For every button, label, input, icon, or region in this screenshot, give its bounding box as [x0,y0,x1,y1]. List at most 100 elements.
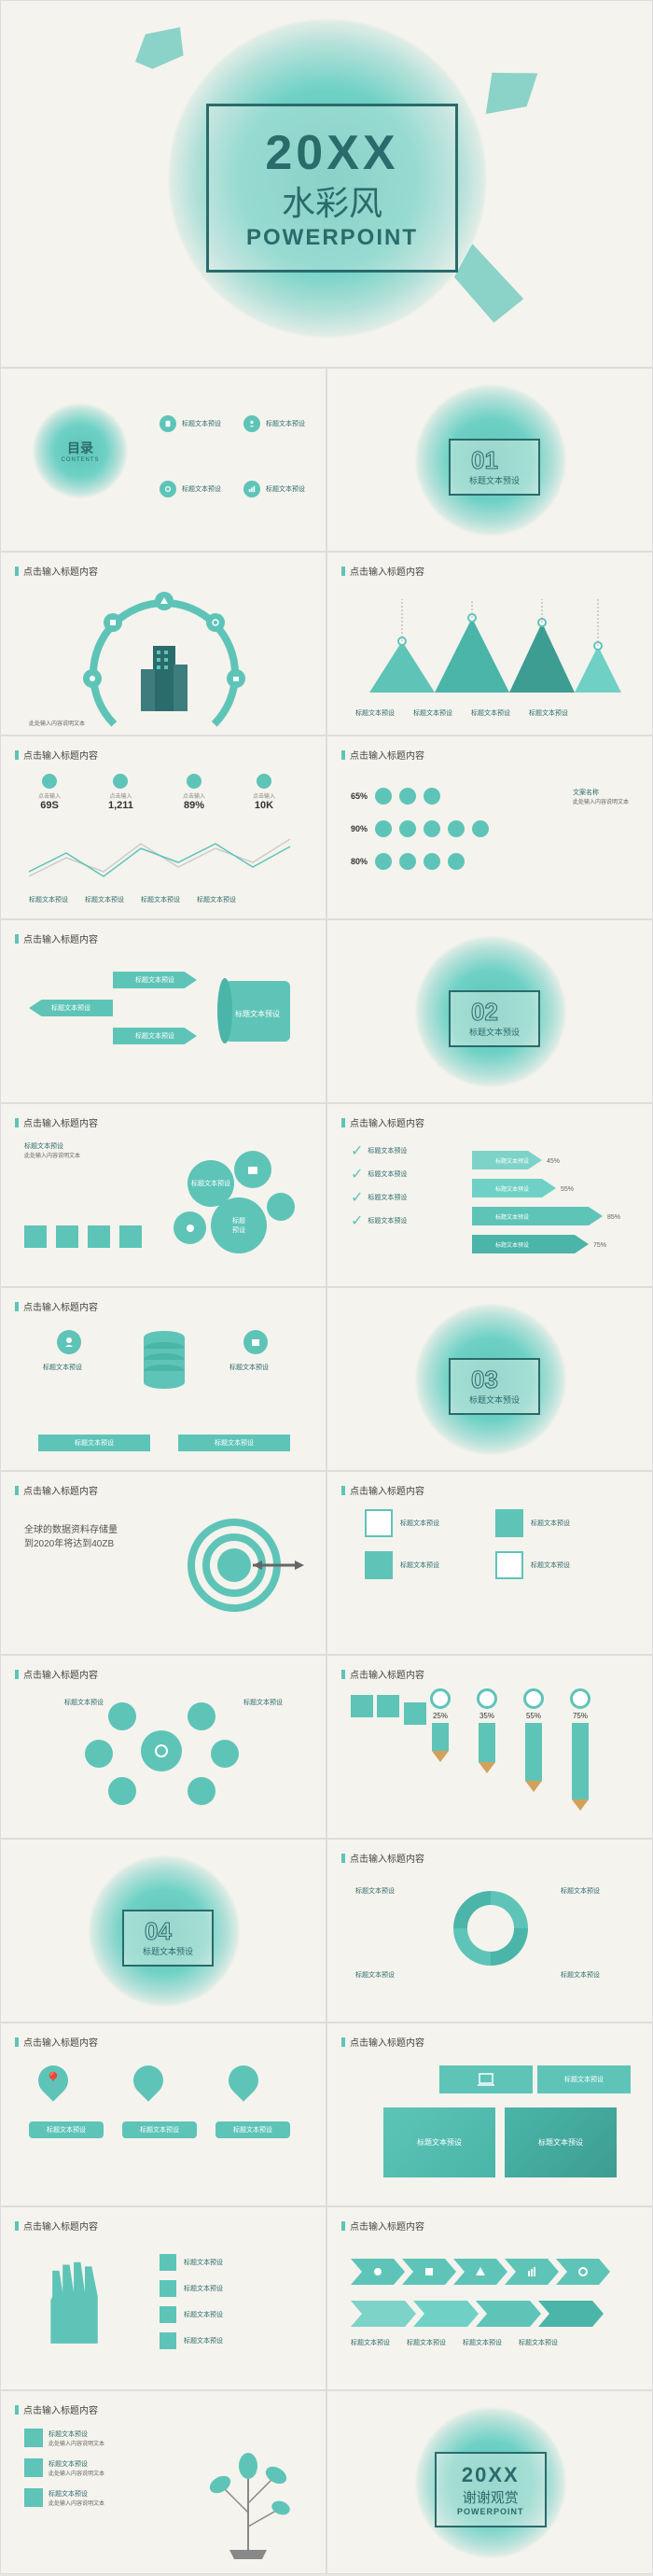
stat-value: 10K [253,800,275,811]
database-icon [141,1330,188,1391]
icon-box [88,1225,110,1248]
closing-year: 20XX [457,2463,524,2487]
pencil-cap-icon [477,1688,497,1709]
svg-text:55%: 55% [561,1186,574,1193]
progress-pct: 65% [351,791,368,801]
spiral-label: 标题文本预设 [355,1886,395,1896]
hex-node [108,1777,136,1805]
plant-item-icon [24,2488,43,2507]
svg-text:标题文本预设: 标题文本预设 [235,1009,280,1018]
progress-bubble-icon [448,820,465,837]
chevron-step [476,2301,541,2327]
pin-icon [222,2059,264,2101]
plant-slide: 点击输入标题内容 标题文本预设此处输入内容说明文本 标题文本预设此处输入内容说明… [0,2390,326,2574]
svg-text:45%: 45% [547,1158,560,1165]
toc-label: 标题文本预设 [182,484,221,494]
slide-header: 点击输入标题内容 [15,1483,98,1497]
side-icon [351,1695,373,1717]
plant-desc: 此处输入内容说明文本 [49,2439,104,2447]
icon-box [24,1225,47,1248]
plant-item-icon [24,2429,43,2447]
horiz-bars-slide: 点击输入标题内容 ✓标题文本预设 ✓标题文本预设 ✓标题文本预设 ✓标题文本预设… [326,1103,653,1287]
grid-label: 标题文本预设 [531,1519,570,1528]
svg-text:75%: 75% [593,1242,606,1249]
scroll-icon: 标题文本预设 [215,972,299,1051]
icon-box [119,1225,142,1248]
chevron-step [538,2301,604,2327]
bottom-label: 标题文本预设 [85,895,124,904]
progress-bubble-icon [424,820,440,837]
toc-label: 标题文本预设 [182,419,221,428]
side-icon [404,1702,426,1725]
slide-header: 点击输入标题内容 [341,1667,424,1681]
progress-bubble-icon [375,853,392,870]
progress-pct: 90% [351,824,368,833]
section-number: 01 [469,448,520,472]
section-number: 03 [469,1367,520,1392]
slide-header: 点击输入标题内容 [15,931,98,945]
slide-header: 点击输入标题内容 [341,564,424,578]
stat-value: 69S [38,800,61,811]
stat-label: 点击输入 [38,791,61,800]
box-label: 标题文本预设 [537,2065,631,2093]
toc-label: 标题文本预设 [266,419,305,428]
db-slide: 点击输入标题内容 标题文本预设 标题文本预设 标题文本预设 标题文本预设 [0,1287,326,1471]
check-label: 标题文本预设 [368,1169,407,1179]
chevron-label: 标题文本预设 [519,2338,558,2347]
peak-label: 标题文本预设 [355,708,395,718]
toc-item: 标题文本预设 [243,415,305,432]
progress-bubble-icon [399,820,416,837]
closing-title: 谢谢观赏 [457,2487,524,2507]
arc-node-icon [155,592,174,610]
stat-icon [113,774,128,789]
pencils-slide: 点击输入标题内容 25% 35% 55% 75% [326,1655,653,1839]
check-label: 标题文本预设 [368,1216,407,1225]
grid-label: 标题文本预设 [531,1561,570,1570]
svg-text:01: 01 [471,448,498,472]
plant-label: 标题文本预设 [49,2489,104,2499]
hand-label: 标题文本预设 [184,2258,223,2267]
arrow-bars: 45% 55% 85% 75% 标题文本预设 标题文本预设 标题文本预设 标题文… [472,1146,635,1258]
target-text-2: 到2020年将达到40ZB [24,1537,118,1551]
blob-desc: 此处输入内容说明文本 [24,1151,80,1159]
pin-icon [127,2059,169,2101]
grid-icon [495,1509,523,1537]
side-icon [377,1695,399,1717]
feature-label: 标题文本预设 [43,1363,82,1372]
slide-header: 点击输入标题内容 [15,2402,98,2416]
progress-bubble-icon [375,820,392,837]
toc-title: 目录 [67,439,93,457]
blob-label: 标题文本预设 [24,1141,80,1151]
chevrons-slide: 点击输入标题内容 标题文本预设 标题文本预设 标题文本预设 标题文本预设 [326,2206,653,2390]
arrow-label: 标题文本预设 [113,1028,197,1044]
toc-subtitle: CONTENTS [62,457,100,463]
stat-value: 89% [183,800,205,811]
grid-label: 标题文本预设 [400,1561,439,1570]
progress-bubble-icon [375,788,392,805]
spiral-label: 标题文本预设 [355,1970,395,1980]
plant-label: 标题文本预设 [49,2459,104,2469]
slide-header: 点击输入标题内容 [341,1483,424,1497]
slide-header: 点击输入标题内容 [15,1299,98,1313]
hex-label: 标题文本预设 [243,1698,283,1707]
laptop-icon [478,2073,494,2086]
blob-bubble: 标题预设 [211,1197,267,1253]
stat-icon [187,774,201,789]
chevron-step [453,2259,507,2285]
section-03-slide: 03 标题文本预设 [326,1287,653,1471]
big-box: 标题文本预设 [505,2107,617,2177]
hand-item-icon [160,2306,176,2323]
stat-value: 1,211 [108,800,133,811]
line-chart [29,830,299,886]
cover-subtitle: POWERPOINT [246,225,418,251]
svg-text:02: 02 [471,1000,498,1024]
hex-center [141,1730,182,1771]
cover-slide: 20XX 水彩风 POWERPOINT [0,0,653,368]
progress-label: 文案名称 [573,788,629,797]
spiral-label: 标题文本预设 [561,1970,600,1980]
title-frame: 20XX 水彩风 POWERPOINT [206,104,458,273]
hex-node [188,1702,215,1730]
chart-icon [243,481,260,497]
peaks-slide: 点击输入标题内容 标题文本预设 标题文本预设 标题文本预设 标题文本预设 [326,552,653,735]
chevron-label: 标题文本预设 [407,2338,446,2347]
